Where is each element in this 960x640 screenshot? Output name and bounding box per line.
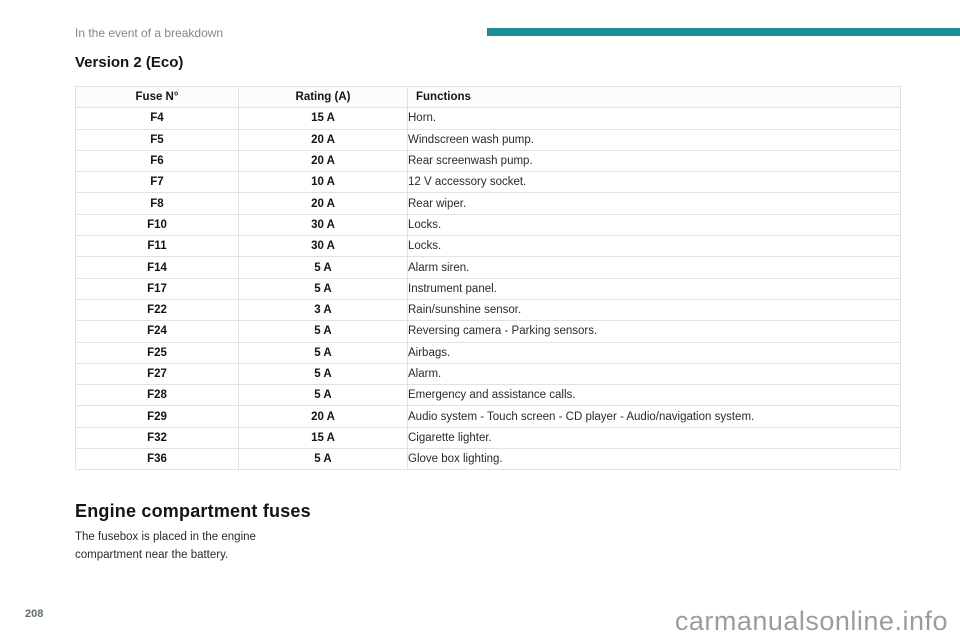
header-accent-bar xyxy=(487,28,960,36)
fuse-table-row: F7 10 A 12 V accessory socket. xyxy=(75,171,901,194)
fuse-cell: F36 xyxy=(75,448,239,471)
fuse-cell: F7 xyxy=(75,171,239,194)
fuse-cell: F17 xyxy=(75,277,239,300)
function-cell: Locks. xyxy=(407,213,901,237)
fuse-table-row: F32 15 A Cigarette lighter. xyxy=(75,426,901,450)
function-cell: Alarm siren. xyxy=(407,256,901,279)
function-cell: Horn. xyxy=(407,107,901,130)
fuse-table-row: F14 5 A Alarm siren. xyxy=(75,256,901,279)
rating-cell: 5 A xyxy=(238,341,408,364)
function-cell: Rain/sunshine sensor. xyxy=(407,298,901,322)
fuse-cell: F11 xyxy=(75,235,239,258)
rating-cell: 30 A xyxy=(238,235,408,258)
fuse-table-row: F24 5 A Reversing camera - Parking sensors… xyxy=(75,320,901,343)
rating-cell: 20 A xyxy=(238,192,408,215)
rating-cell: 5 A xyxy=(238,320,408,343)
fuse-table-row: F10 30 A Locks. xyxy=(75,213,901,237)
fuse-table-row: F4 15 A Horn. xyxy=(75,107,901,130)
rating-cell: 20 A xyxy=(238,149,408,173)
function-cell: Windscreen wash pump. xyxy=(407,128,901,151)
engine-compartment-body-text: The fusebox is placed in the engine comp… xyxy=(75,531,256,562)
fuse-cell: F28 xyxy=(75,384,239,407)
function-cell: Reversing camera - Parking sensors. xyxy=(407,320,901,343)
engine-compartment-heading: Engine compartment fuses xyxy=(75,501,311,521)
fuse-cell: F6 xyxy=(75,149,239,173)
rating-cell: 10 A xyxy=(238,171,408,194)
function-cell: Locks. xyxy=(407,235,901,258)
column-header-functions: Functions xyxy=(407,85,901,109)
rating-cell: 5 A xyxy=(238,384,408,407)
rating-cell: 5 A xyxy=(238,362,408,386)
rating-cell: 20 A xyxy=(238,405,408,428)
rating-cell: 5 A xyxy=(238,256,408,279)
fuse-table: Fuse N° Rating (A) Functions F4 15 A Horn.… xyxy=(75,85,901,471)
fuse-cell: F27 xyxy=(75,362,239,386)
function-cell: Emergency and assistance calls. xyxy=(407,384,901,407)
function-cell: Rear wiper. xyxy=(407,192,901,215)
fuse-table-row: F29 20 A Audio system - Touch screen - CD … xyxy=(75,405,901,428)
function-cell: Glove box lighting. xyxy=(407,448,901,471)
fuse-cell: F5 xyxy=(75,128,239,151)
fuse-cell: F25 xyxy=(75,341,239,364)
fuse-cell: F14 xyxy=(75,256,239,279)
rating-cell: 20 A xyxy=(238,128,408,151)
fuse-table-header-row: Fuse N° Rating (A) Functions xyxy=(75,85,901,109)
fuse-cell: F4 xyxy=(75,107,239,130)
fuse-table-row: F8 20 A Rear wiper. xyxy=(75,192,901,215)
rating-cell: 5 A xyxy=(238,277,408,300)
page-number: 208 xyxy=(25,608,44,620)
fuse-table-row: F25 5 A Airbags. xyxy=(75,341,901,364)
function-cell: Airbags. xyxy=(407,341,901,364)
fuse-cell: F10 xyxy=(75,213,239,237)
fuse-table-row: F5 20 A Windscreen wash pump. xyxy=(75,128,901,151)
rating-cell: 3 A xyxy=(238,298,408,322)
fuse-table-row: F27 5 A Alarm. xyxy=(75,362,901,386)
fuse-table-row: F36 5 A Glove box lighting. xyxy=(75,448,901,471)
fuse-table-row: F17 5 A Instrument panel. xyxy=(75,277,901,300)
function-cell: Rear screenwash pump. xyxy=(407,149,901,173)
rating-cell: 5 A xyxy=(238,448,408,471)
column-header-fuse: Fuse N° xyxy=(75,85,239,109)
rating-cell: 15 A xyxy=(238,426,408,450)
column-header-rating: Rating (A) xyxy=(238,85,408,109)
fuse-cell: F8 xyxy=(75,192,239,215)
fuse-cell: F22 xyxy=(75,298,239,322)
fuse-table-row: F11 30 A Locks. xyxy=(75,235,901,258)
function-cell: 12 V accessory socket. xyxy=(407,171,901,194)
breadcrumb: In the event of a breakdown xyxy=(75,26,224,40)
function-cell: Audio system - Touch screen - CD player … xyxy=(407,405,901,428)
fuse-table-row: F28 5 A Emergency and assistance calls. xyxy=(75,384,901,407)
section-title-version: Version 2 (Eco) xyxy=(75,54,184,71)
fuse-cell: F29 xyxy=(75,405,239,428)
fuse-table-row: F22 3 A Rain/sunshine sensor. xyxy=(75,298,901,322)
watermark-text: carmanualsonline.info xyxy=(674,606,948,636)
rating-cell: 15 A xyxy=(238,107,408,130)
fuse-cell: F32 xyxy=(75,426,239,450)
fuse-cell: F24 xyxy=(75,320,239,343)
function-cell: Instrument panel. xyxy=(407,277,901,300)
function-cell: Cigarette lighter. xyxy=(407,426,901,450)
function-cell: Alarm. xyxy=(407,362,901,386)
fuse-table-row: F6 20 A Rear screenwash pump. xyxy=(75,149,901,173)
rating-cell: 30 A xyxy=(238,213,408,237)
fuse-table-body: F4 15 A Horn. F5 20 A Windscreen wash pump. F6… xyxy=(75,107,901,471)
